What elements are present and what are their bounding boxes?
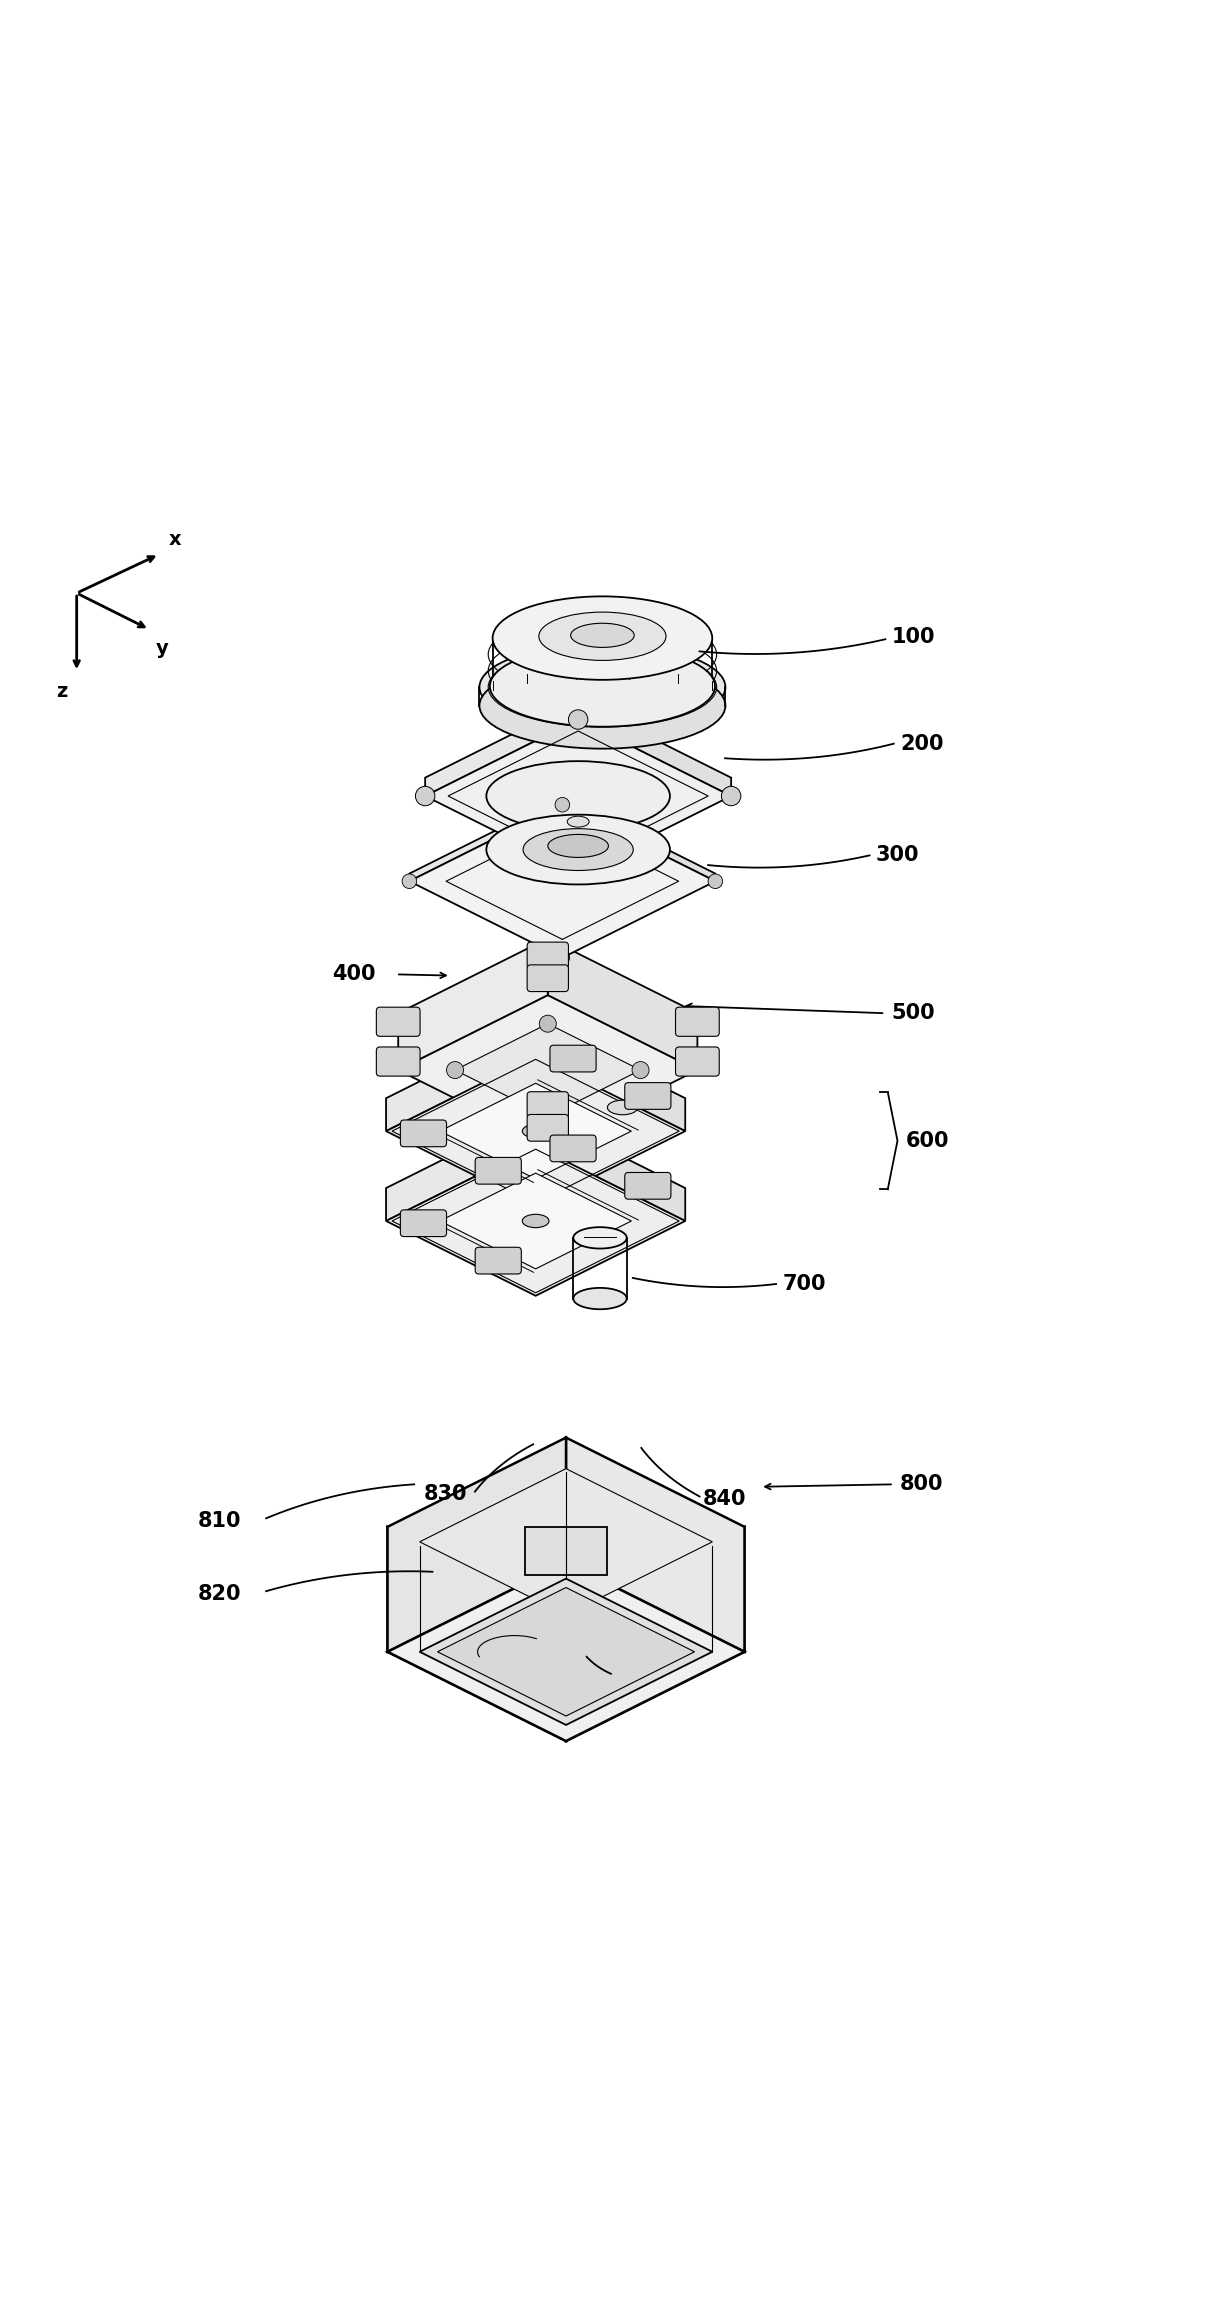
FancyBboxPatch shape xyxy=(376,1006,420,1036)
Text: 820: 820 xyxy=(198,1584,242,1603)
Ellipse shape xyxy=(548,835,608,858)
FancyBboxPatch shape xyxy=(527,1092,568,1119)
FancyBboxPatch shape xyxy=(675,1048,719,1076)
FancyBboxPatch shape xyxy=(675,1006,719,1036)
Circle shape xyxy=(415,786,434,805)
Polygon shape xyxy=(386,1147,685,1295)
Polygon shape xyxy=(409,798,562,881)
Ellipse shape xyxy=(523,828,633,870)
Polygon shape xyxy=(562,798,716,881)
Circle shape xyxy=(555,798,570,812)
Polygon shape xyxy=(566,1527,745,1742)
FancyBboxPatch shape xyxy=(400,1210,447,1237)
Ellipse shape xyxy=(487,761,669,830)
Text: 100: 100 xyxy=(891,627,935,648)
Circle shape xyxy=(632,1062,649,1078)
Polygon shape xyxy=(386,1022,535,1131)
Polygon shape xyxy=(420,1469,712,1614)
Polygon shape xyxy=(387,1439,566,1651)
Circle shape xyxy=(539,1015,556,1032)
FancyBboxPatch shape xyxy=(527,1115,568,1140)
Polygon shape xyxy=(386,1113,535,1221)
Ellipse shape xyxy=(479,643,725,731)
Text: 600: 600 xyxy=(905,1131,949,1150)
Text: 700: 700 xyxy=(783,1274,825,1293)
Text: 500: 500 xyxy=(891,1004,935,1022)
Circle shape xyxy=(447,1062,464,1078)
Polygon shape xyxy=(425,719,731,872)
Polygon shape xyxy=(398,995,697,1145)
Polygon shape xyxy=(535,1022,685,1131)
FancyBboxPatch shape xyxy=(527,965,568,992)
FancyBboxPatch shape xyxy=(624,1082,671,1110)
Polygon shape xyxy=(535,1113,685,1221)
Ellipse shape xyxy=(539,613,666,662)
Polygon shape xyxy=(525,1527,607,1575)
Ellipse shape xyxy=(522,1124,549,1138)
Circle shape xyxy=(708,874,723,888)
Polygon shape xyxy=(425,701,578,796)
FancyBboxPatch shape xyxy=(400,1119,447,1147)
Text: 400: 400 xyxy=(332,965,375,985)
Circle shape xyxy=(539,1108,556,1124)
Circle shape xyxy=(402,874,416,888)
Text: 830: 830 xyxy=(424,1485,467,1503)
Ellipse shape xyxy=(522,1214,549,1228)
Ellipse shape xyxy=(567,816,589,828)
FancyBboxPatch shape xyxy=(475,1247,521,1274)
FancyBboxPatch shape xyxy=(527,941,568,969)
Text: 300: 300 xyxy=(875,844,919,865)
Ellipse shape xyxy=(573,1288,627,1309)
Text: 840: 840 xyxy=(703,1490,747,1508)
Polygon shape xyxy=(578,701,731,796)
Text: y: y xyxy=(156,638,168,659)
Ellipse shape xyxy=(487,814,669,884)
Ellipse shape xyxy=(571,622,634,648)
Polygon shape xyxy=(387,1564,745,1742)
FancyBboxPatch shape xyxy=(376,1048,420,1076)
Polygon shape xyxy=(439,1173,632,1270)
Circle shape xyxy=(568,863,588,881)
Text: x: x xyxy=(169,530,181,550)
Polygon shape xyxy=(387,1527,566,1742)
Polygon shape xyxy=(386,1057,685,1205)
FancyBboxPatch shape xyxy=(550,1045,596,1071)
Circle shape xyxy=(722,786,741,805)
Circle shape xyxy=(568,710,588,729)
FancyBboxPatch shape xyxy=(475,1156,521,1184)
Text: 810: 810 xyxy=(198,1510,242,1531)
Polygon shape xyxy=(439,1082,632,1180)
Polygon shape xyxy=(437,1587,695,1716)
Ellipse shape xyxy=(573,1228,627,1249)
Text: z: z xyxy=(56,682,68,701)
Ellipse shape xyxy=(493,597,712,680)
Circle shape xyxy=(555,951,570,965)
Polygon shape xyxy=(455,1025,640,1117)
FancyBboxPatch shape xyxy=(550,1136,596,1161)
Ellipse shape xyxy=(607,1101,638,1115)
Polygon shape xyxy=(548,939,697,1071)
Polygon shape xyxy=(409,805,716,958)
Text: 800: 800 xyxy=(899,1473,943,1494)
Ellipse shape xyxy=(479,662,725,749)
Text: 200: 200 xyxy=(899,733,943,754)
Ellipse shape xyxy=(490,645,716,726)
Text: 850: 850 xyxy=(615,1670,658,1691)
Polygon shape xyxy=(420,1577,712,1725)
FancyBboxPatch shape xyxy=(624,1173,671,1198)
Polygon shape xyxy=(566,1439,745,1651)
Polygon shape xyxy=(398,939,548,1071)
